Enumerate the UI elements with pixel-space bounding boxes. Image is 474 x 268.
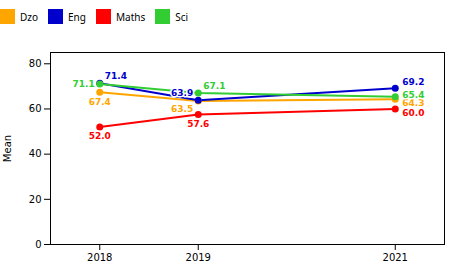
svg-text:40: 40 xyxy=(29,148,42,159)
svg-text:Mean: Mean xyxy=(2,135,13,162)
svg-text:63.5: 63.5 xyxy=(171,104,193,114)
svg-text:60.0: 60.0 xyxy=(402,108,424,118)
svg-text:52.0: 52.0 xyxy=(89,131,111,141)
svg-text:20: 20 xyxy=(29,194,42,205)
svg-text:69.2: 69.2 xyxy=(402,77,424,87)
svg-text:57.6: 57.6 xyxy=(187,119,209,129)
svg-text:67.4: 67.4 xyxy=(89,97,111,107)
svg-text:63.9: 63.9 xyxy=(171,88,193,98)
html-text:Dzo: Dzo xyxy=(20,9,39,24)
svg-text:71.1: 71.1 xyxy=(73,79,95,89)
html-text:Maths: Maths xyxy=(116,9,146,24)
svg-text:2019: 2019 xyxy=(186,252,211,263)
svg-text:71.4: 71.4 xyxy=(105,71,127,81)
svg-text:0: 0 xyxy=(35,239,41,250)
svg-text:67.1: 67.1 xyxy=(203,81,225,91)
html-text:Eng: Eng xyxy=(68,9,86,24)
svg-text:64.3: 64.3 xyxy=(402,98,425,109)
html-text:Sci: Sci xyxy=(175,9,189,24)
svg-text:65.4: 65.4 xyxy=(402,90,424,100)
svg-text:80: 80 xyxy=(29,58,42,69)
svg-text:60: 60 xyxy=(29,103,42,114)
svg-text:2021: 2021 xyxy=(383,252,408,263)
svg-text:2018: 2018 xyxy=(87,252,112,263)
